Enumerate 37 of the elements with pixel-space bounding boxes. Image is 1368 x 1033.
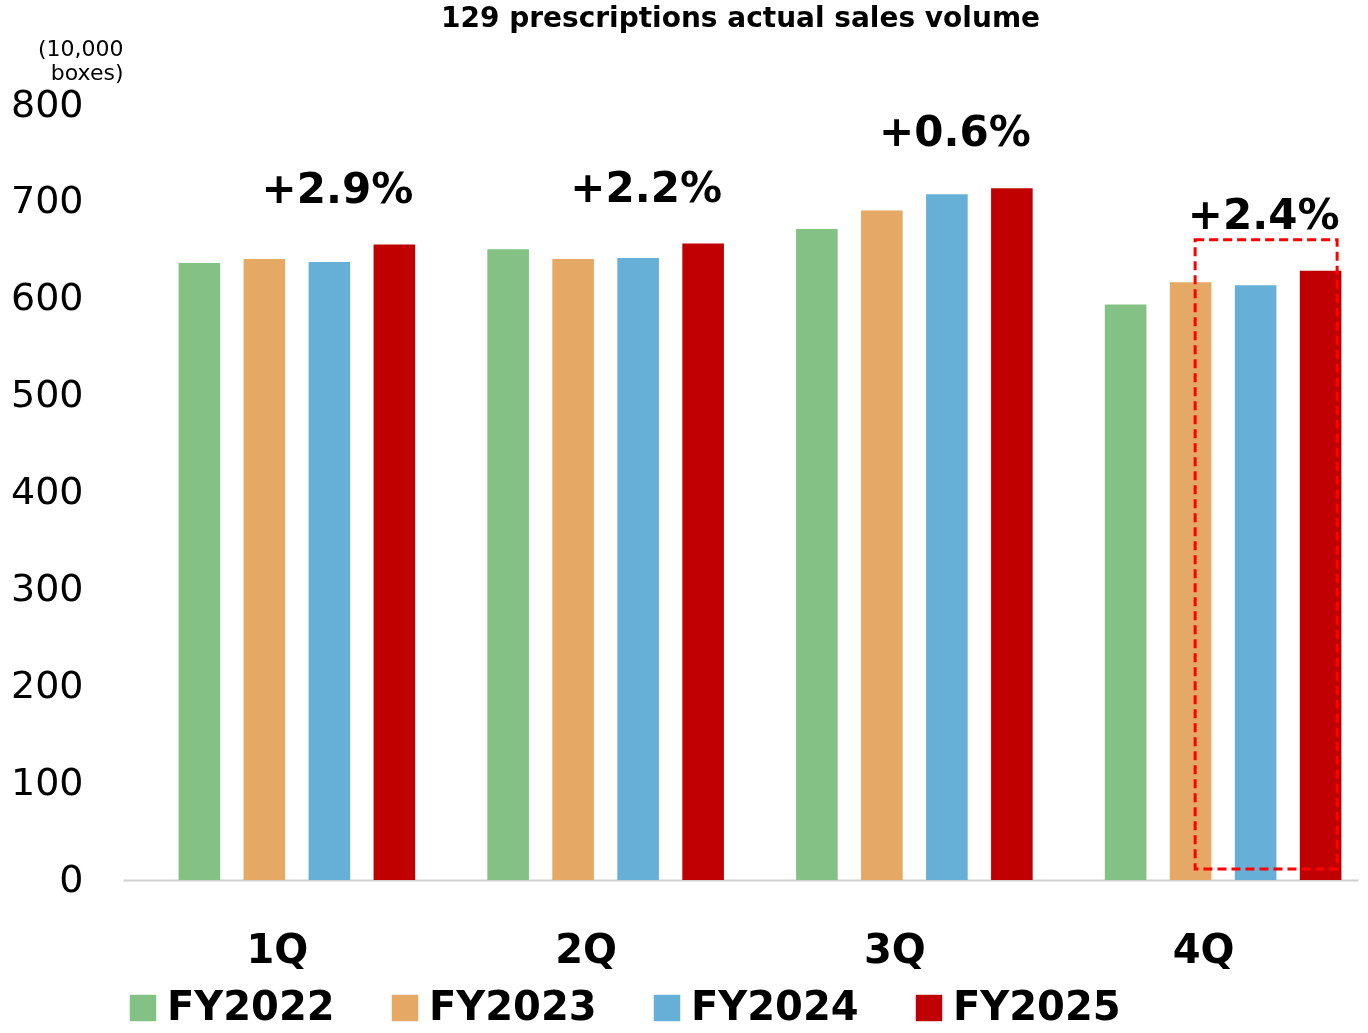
- bar: [926, 194, 968, 880]
- y-tick-label: 500: [10, 372, 84, 417]
- x-tick-label: 1Q: [246, 925, 309, 972]
- bar: [552, 259, 594, 880]
- y-tick-label: 0: [59, 856, 84, 901]
- bar: [1234, 285, 1277, 880]
- bar: [1299, 270, 1342, 880]
- legend-label: FY2022: [167, 983, 335, 1029]
- annotation: +2.2%: [570, 162, 722, 212]
- y-tick-label: 700: [10, 178, 84, 223]
- x-tick-label: 3Q: [863, 925, 926, 972]
- bar: [308, 261, 351, 880]
- bar: [617, 258, 659, 880]
- legend-label: FY2024: [691, 983, 859, 1029]
- y-tick-label: 200: [10, 662, 84, 707]
- y-tick-label: 600: [10, 275, 84, 320]
- annotation: +2.4%: [1187, 189, 1340, 239]
- bar: [373, 244, 416, 880]
- y-tick-label: 400: [10, 469, 84, 513]
- bar: [487, 249, 529, 880]
- y-tick-label: 100: [10, 759, 84, 804]
- bar: [991, 188, 1033, 880]
- x-tick-label: 2Q: [555, 925, 618, 972]
- legend-label: FY2025: [953, 983, 1121, 1029]
- bar: [682, 243, 724, 880]
- bar: [1104, 304, 1147, 880]
- bar: [243, 259, 286, 880]
- bar: [861, 210, 903, 880]
- bar: [1169, 282, 1212, 880]
- y-tick-label: 300: [10, 565, 84, 610]
- bar: [178, 262, 221, 880]
- chart-title: 129 prescriptions actual sales volume: [440, 1, 1041, 34]
- legend-label: FY2023: [429, 983, 597, 1029]
- x-tick-label: 4Q: [1172, 925, 1235, 972]
- annotation: +2.9%: [261, 163, 414, 213]
- bar: [796, 229, 838, 880]
- annotation: +0.6%: [879, 107, 1031, 157]
